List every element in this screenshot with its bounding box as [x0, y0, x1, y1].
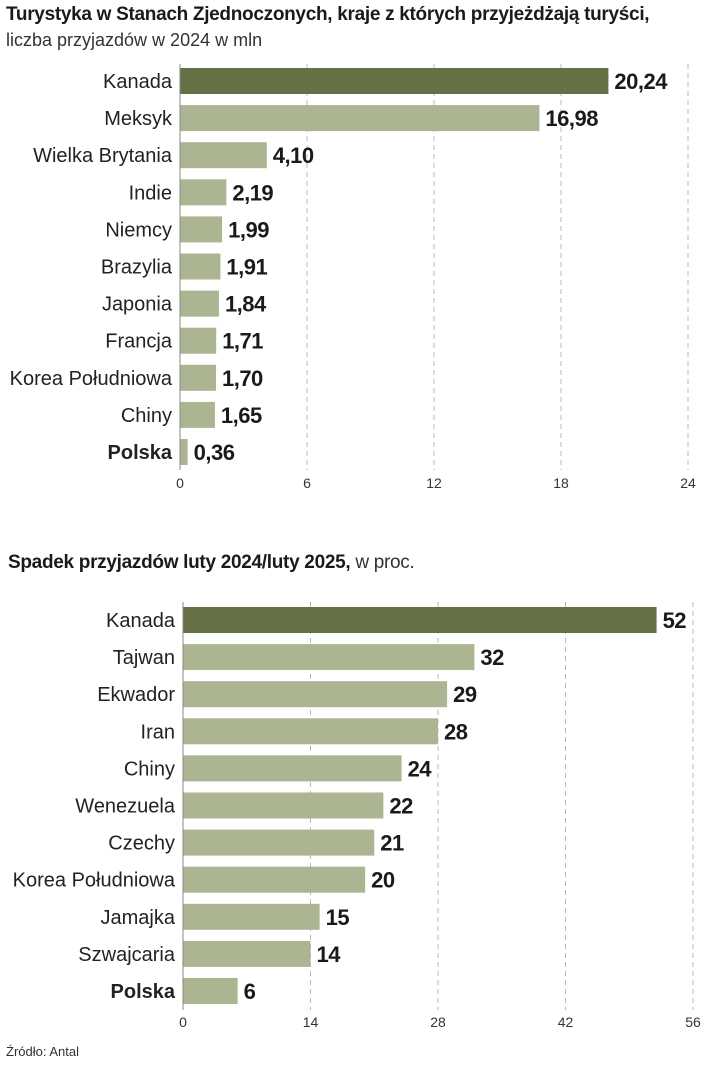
- category-label-6: Czechy: [108, 833, 175, 855]
- value-label-9: 1,65: [221, 403, 262, 428]
- category-label-8: Jamajka: [101, 907, 176, 929]
- bar-10: [183, 978, 238, 1004]
- chart2-subtitle: w proc.: [355, 552, 415, 573]
- value-label-1: 32: [480, 645, 504, 670]
- bar-6: [183, 829, 375, 856]
- category-label-3: Iran: [141, 721, 175, 743]
- chart1: Kanada 20,24 Meksyk 16,98 Wielka Brytania 4,1…: [10, 64, 696, 491]
- value-label-9: 14: [317, 942, 342, 967]
- value-label-0: 20,24: [614, 69, 668, 94]
- bar-9: [183, 940, 311, 967]
- value-label-5: 1,91: [226, 255, 267, 280]
- value-label-10: 0,36: [194, 440, 235, 465]
- value-label-3: 2,19: [232, 180, 273, 205]
- bar-5: [183, 792, 384, 819]
- category-label-9: Chiny: [121, 405, 172, 427]
- value-label-2: 29: [453, 682, 477, 707]
- bar-2: [183, 681, 448, 708]
- tick-label-6: 6: [303, 475, 311, 491]
- chart2-title: Spadek przyjazdów luty 2024/luty 2025,: [8, 552, 351, 573]
- bar-1: [180, 105, 540, 132]
- bar-2: [180, 142, 267, 169]
- tick-label-28: 28: [430, 1014, 446, 1030]
- bar-3: [180, 179, 227, 206]
- bar-7: [180, 327, 217, 354]
- tick-label-24: 24: [680, 475, 696, 491]
- category-label-2: Wielka Brytania: [33, 145, 173, 167]
- value-label-6: 21: [380, 831, 404, 856]
- value-label-10: 6: [244, 979, 256, 1004]
- category-label-6: Japonia: [102, 294, 173, 316]
- bar-4: [183, 755, 402, 782]
- category-label-8: Korea Południowa: [10, 368, 173, 390]
- bar-0: [180, 68, 609, 94]
- category-label-1: Meksyk: [104, 108, 173, 130]
- value-label-2: 4,10: [273, 143, 314, 168]
- value-label-5: 22: [389, 794, 413, 819]
- category-label-3: Indie: [129, 182, 172, 204]
- value-label-3: 28: [444, 719, 468, 744]
- category-label-10: Polska: [108, 442, 173, 464]
- category-label-7: Korea Południowa: [13, 870, 176, 892]
- category-label-0: Kanada: [106, 610, 176, 632]
- category-label-9: Szwajcaria: [78, 944, 176, 966]
- value-label-7: 1,71: [222, 329, 263, 354]
- chart2-title-line: Spadek przyjazdów luty 2024/luty 2025, w…: [8, 552, 415, 574]
- category-label-5: Wenezuela: [75, 796, 176, 818]
- bar-0: [183, 607, 657, 633]
- bar-10: [180, 439, 188, 465]
- bar-4: [180, 216, 223, 243]
- chart1-title: Turystyka w Stanach Zjednoczonych, kraje…: [6, 4, 650, 25]
- value-label-7: 20: [371, 868, 395, 893]
- category-label-7: Francja: [105, 331, 173, 353]
- tick-label-18: 18: [553, 475, 569, 491]
- value-label-8: 15: [326, 905, 350, 930]
- tick-label-12: 12: [426, 475, 442, 491]
- tick-label-0: 0: [176, 475, 184, 491]
- bar-7: [183, 866, 366, 893]
- bar-5: [180, 253, 221, 280]
- category-label-10: Polska: [111, 981, 176, 1003]
- tick-label-0: 0: [179, 1014, 187, 1030]
- tick-label-56: 56: [685, 1014, 701, 1030]
- value-label-4: 1,99: [228, 217, 269, 242]
- category-label-5: Brazylia: [101, 257, 173, 279]
- tick-label-42: 42: [558, 1014, 574, 1030]
- category-label-0: Kanada: [103, 71, 173, 93]
- category-label-2: Ekwador: [97, 684, 175, 706]
- bar-9: [180, 401, 215, 428]
- chart2: Kanada 52 Tajwan 32 Ekwador 29 Iran 28 Chiny 24 We…: [13, 602, 701, 1030]
- bar-8: [183, 903, 320, 930]
- category-label-4: Niemcy: [105, 219, 172, 241]
- value-label-4: 24: [408, 756, 433, 781]
- value-label-0: 52: [663, 608, 687, 633]
- category-label-4: Chiny: [124, 758, 175, 780]
- value-label-8: 1,70: [222, 366, 263, 391]
- category-label-1: Tajwan: [113, 647, 175, 669]
- bar-3: [183, 718, 438, 745]
- bar-6: [180, 290, 219, 317]
- value-label-1: 16,98: [545, 106, 598, 131]
- source-note: Źródło: Antal: [6, 1044, 79, 1059]
- bar-1: [183, 644, 475, 671]
- chart1-subtitle: liczba przyjazdów w 2024 w mln: [6, 30, 263, 50]
- bar-8: [180, 364, 216, 391]
- value-label-6: 1,84: [225, 292, 267, 317]
- tick-label-14: 14: [303, 1014, 319, 1030]
